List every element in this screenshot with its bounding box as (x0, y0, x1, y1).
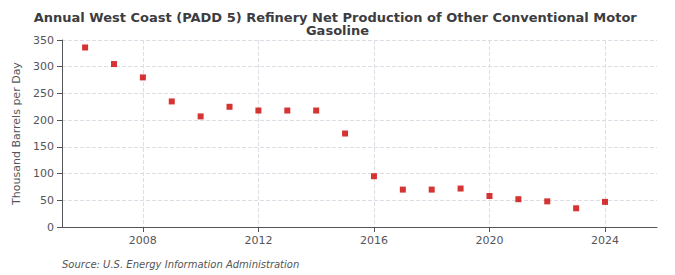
svg-text:Annual West Coast (PADD 5) Ref: Annual West Coast (PADD 5) Refinery Net … (33, 10, 642, 25)
svg-text:50: 50 (40, 194, 54, 207)
svg-text:2008: 2008 (129, 234, 157, 247)
svg-text:Source: U.S. Energy Informatio: Source: U.S. Energy Information Administ… (62, 259, 299, 270)
svg-text:250: 250 (33, 87, 54, 100)
svg-text:100: 100 (33, 167, 54, 180)
svg-text:Gasoline: Gasoline (306, 23, 369, 38)
svg-text:2024: 2024 (591, 234, 619, 247)
svg-text:350: 350 (33, 34, 54, 47)
svg-text:300: 300 (33, 60, 54, 73)
svg-text:150: 150 (33, 140, 54, 153)
svg-text:0: 0 (47, 221, 54, 234)
svg-text:2016: 2016 (360, 234, 388, 247)
svg-text:200: 200 (33, 114, 54, 127)
svg-text:Thousand Barrels per Day: Thousand Barrels per Day (10, 62, 23, 206)
svg-text:2020: 2020 (475, 234, 503, 247)
svg-text:2012: 2012 (244, 234, 272, 247)
